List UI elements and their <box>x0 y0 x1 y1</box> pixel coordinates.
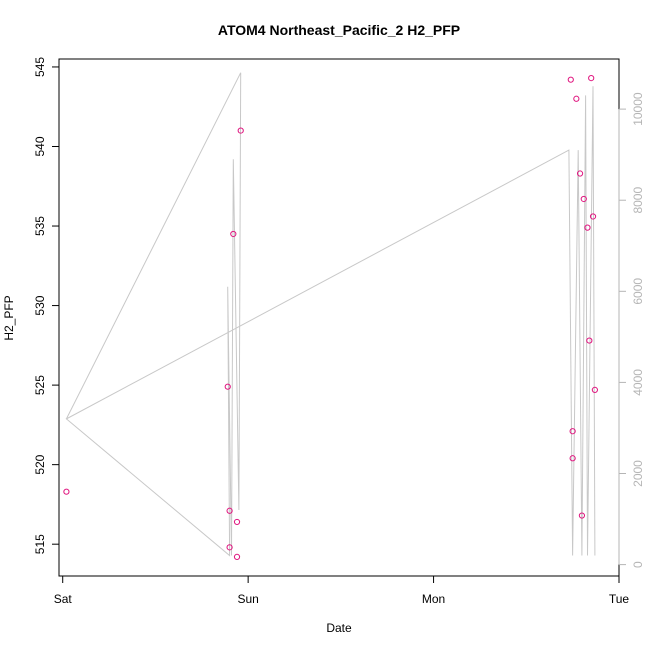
data-point <box>591 386 598 393</box>
data-point <box>233 518 241 526</box>
x-tick-label: Mon <box>422 592 445 606</box>
data-point <box>230 230 237 238</box>
right-tick-label: 0 <box>631 561 645 568</box>
right-tick-label: 2000 <box>631 460 645 487</box>
left-axis: 515 520 525 530 535 540 545 <box>33 57 60 554</box>
data-point <box>569 428 576 435</box>
data-point <box>580 195 587 203</box>
data-point <box>586 337 593 344</box>
left-tick-label: 540 <box>33 136 47 156</box>
right-tick-label: 8000 <box>631 187 645 214</box>
left-tick-label: 520 <box>33 454 47 474</box>
left-tick-label: 530 <box>33 295 47 315</box>
series-line <box>65 72 596 557</box>
data-point <box>63 488 70 495</box>
x-axis: Sat Sun Mon Tue <box>54 575 630 606</box>
data-point <box>233 553 241 561</box>
right-axis: 0 2000 4000 6000 8000 10000 <box>618 92 645 568</box>
data-point <box>567 76 574 83</box>
left-tick-label: 545 <box>33 57 47 77</box>
data-point <box>224 383 231 390</box>
points-layer <box>63 74 598 561</box>
data-point <box>578 512 586 519</box>
right-tick-label: 10000 <box>631 92 645 126</box>
data-point <box>584 224 591 231</box>
chart-title: ATOM4 Northeast_Pacific_2 H2_PFP <box>218 22 460 38</box>
x-axis-label: Date <box>326 621 352 635</box>
x-tick-label: Sun <box>237 592 258 606</box>
x-tick-label: Tue <box>609 592 630 606</box>
data-point <box>576 170 584 177</box>
data-point <box>226 544 233 551</box>
series-line-layer <box>65 72 596 557</box>
plot-frame <box>58 58 620 577</box>
x-tick-label: Sat <box>54 592 73 606</box>
right-tick-label: 4000 <box>631 369 645 396</box>
data-point <box>573 95 580 102</box>
data-point <box>589 213 597 220</box>
left-tick-label: 515 <box>33 534 47 554</box>
left-tick-label: 535 <box>33 216 47 236</box>
y-axis-label: H2_PFP <box>2 295 16 340</box>
data-point <box>237 127 244 134</box>
left-tick-label: 525 <box>33 375 47 395</box>
data-point <box>588 74 595 82</box>
data-point <box>226 507 233 514</box>
data-point <box>569 455 576 462</box>
right-tick-label: 6000 <box>631 278 645 305</box>
